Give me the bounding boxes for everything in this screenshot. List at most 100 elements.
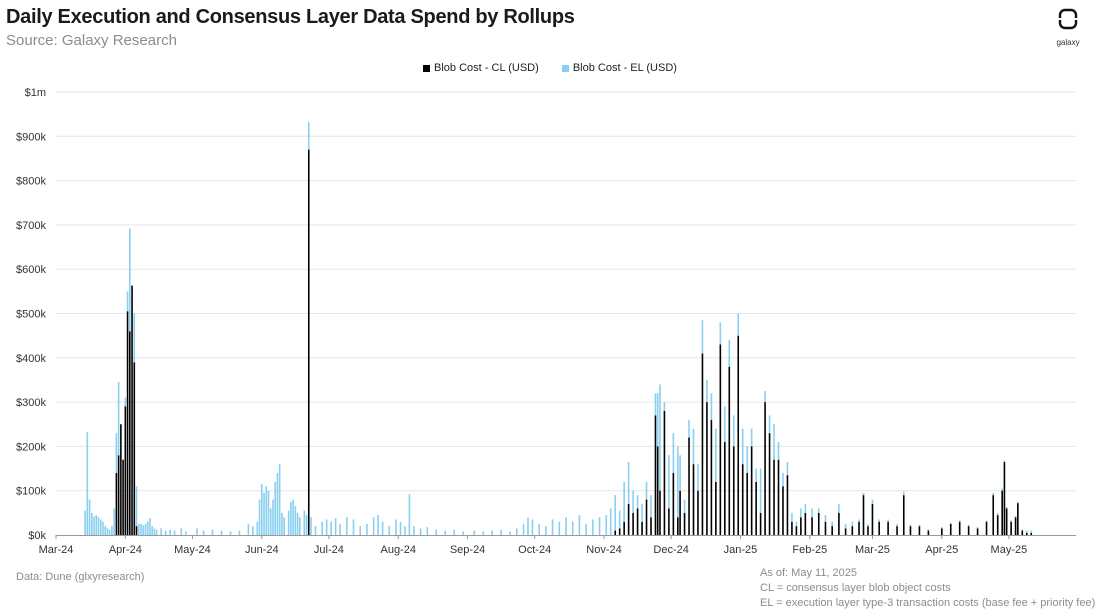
bar-el — [565, 517, 567, 535]
bar-el — [746, 446, 748, 473]
bar-el — [715, 428, 717, 482]
bar-el — [115, 433, 118, 473]
bar-el — [551, 519, 554, 535]
bar-cl — [773, 459, 775, 535]
bar-cl — [867, 526, 869, 535]
bar-el — [169, 529, 171, 535]
bar-el — [238, 530, 241, 535]
bar-cl — [768, 433, 771, 535]
bar-cl — [918, 526, 921, 535]
x-tick-label: May-25 — [991, 544, 1028, 556]
bar-el — [473, 530, 476, 535]
bar-el — [276, 472, 279, 535]
bar-cl — [135, 526, 138, 535]
bar-cl — [656, 446, 659, 535]
bar-el — [106, 528, 109, 535]
bar-cl — [679, 490, 681, 535]
bar-cl — [851, 526, 854, 535]
bar-cl — [831, 526, 833, 535]
bar-cl — [940, 528, 943, 535]
galaxy-logo: galaxy — [1048, 8, 1088, 47]
bar-el — [86, 432, 89, 535]
bar-el — [111, 526, 113, 535]
bar-cl — [129, 331, 131, 535]
bar-cl — [1017, 503, 1019, 535]
bar-el — [299, 517, 301, 535]
x-tick-label: Nov-24 — [586, 544, 621, 556]
bar-el — [571, 521, 574, 535]
bar-el — [184, 531, 187, 535]
bar-cl — [1014, 517, 1017, 535]
bar-el — [940, 527, 943, 529]
bar-el — [117, 382, 120, 456]
bar-el — [724, 406, 726, 442]
el-note: EL = execution layer type-3 transaction … — [760, 597, 1096, 609]
bar-cl — [862, 495, 865, 535]
y-tick-label: $500k — [16, 309, 46, 321]
bar-cl — [824, 521, 827, 535]
bar-cl — [1005, 508, 1008, 535]
bar-el — [500, 529, 502, 535]
bar-el — [287, 510, 290, 535]
bar-el — [732, 415, 735, 447]
bar-el — [688, 419, 690, 438]
bar-el — [701, 320, 704, 354]
y-tick-label: $600k — [16, 264, 46, 276]
bar-el — [281, 512, 283, 535]
bar-el — [381, 521, 384, 535]
bar-el — [211, 529, 214, 535]
bar-el — [453, 529, 455, 535]
bar-el — [482, 531, 485, 535]
bar-el — [811, 508, 813, 518]
bar-el — [996, 512, 999, 516]
bar-cl — [887, 521, 889, 535]
x-tick-label: Sep-24 — [450, 544, 485, 556]
bar-cl — [844, 528, 847, 535]
bar-cl — [117, 455, 120, 535]
bar-el — [824, 515, 827, 522]
bar-cl — [992, 495, 995, 535]
bar-el — [768, 415, 771, 434]
bar-el — [196, 528, 198, 535]
bar-el — [515, 528, 518, 535]
bar-el — [871, 499, 874, 504]
bar-cl — [949, 523, 952, 535]
bar-cl — [759, 512, 762, 535]
bar-cl — [896, 526, 898, 535]
bar-el — [144, 523, 147, 535]
bar-el — [706, 379, 708, 403]
bar-cl — [645, 499, 648, 535]
bar-el — [949, 522, 952, 524]
bar-el — [426, 527, 429, 535]
bar-el — [764, 391, 766, 403]
bar-el — [838, 503, 840, 513]
bar-el — [366, 523, 368, 535]
bar-el — [84, 510, 86, 535]
bar-cl — [811, 517, 813, 535]
bar-cl — [701, 353, 704, 535]
y-tick-label: $700k — [16, 220, 46, 232]
y-tick-label: $400k — [16, 353, 46, 365]
legend-swatch-cl — [423, 64, 431, 72]
bar-el — [88, 499, 91, 535]
bar-el — [750, 428, 753, 447]
bar-el — [668, 455, 670, 509]
bar-el — [759, 468, 762, 513]
bar-el — [133, 313, 136, 363]
bar-el — [817, 508, 820, 513]
bar-el — [1025, 530, 1028, 533]
bar-cl — [1003, 461, 1006, 535]
y-tick-label: $200k — [16, 441, 46, 453]
bar-el — [330, 521, 332, 535]
bar-cl — [688, 437, 690, 535]
bar-el — [800, 508, 802, 518]
bar-cl — [126, 311, 129, 535]
bar-cl — [632, 512, 634, 535]
x-tick-label: Oct-24 — [518, 544, 551, 556]
bar-el — [967, 524, 970, 527]
bar-el — [142, 525, 145, 535]
bar-el — [278, 464, 281, 535]
bar-el — [95, 515, 98, 535]
bar-el — [419, 528, 422, 535]
bar-cl — [115, 472, 118, 535]
